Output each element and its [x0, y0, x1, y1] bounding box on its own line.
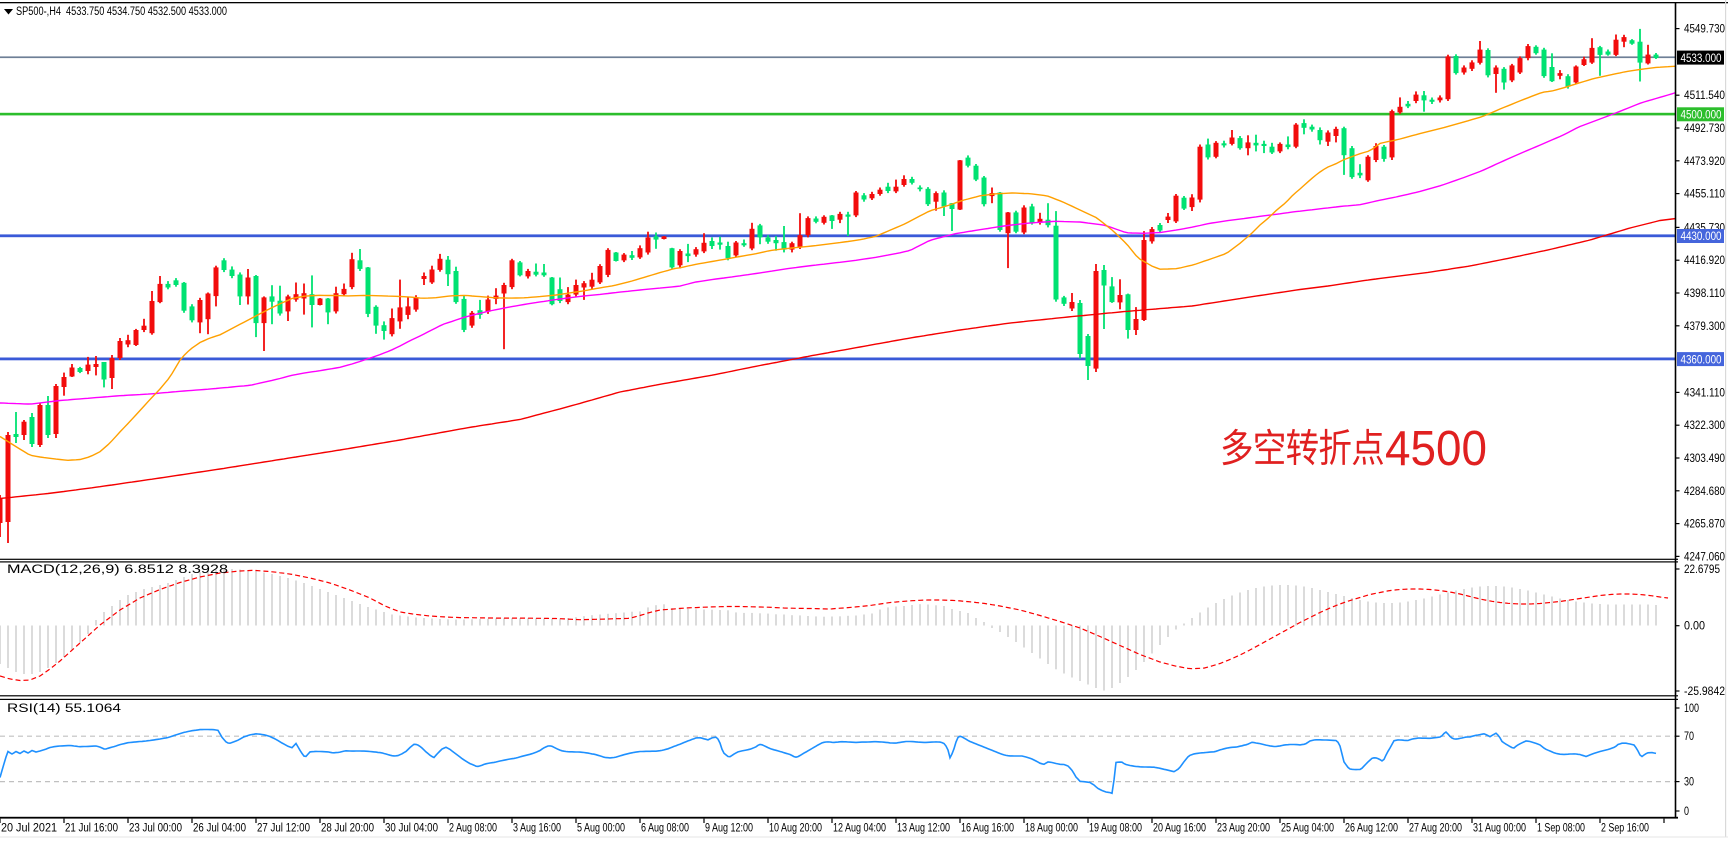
svg-text:-25.9842: -25.9842	[1684, 686, 1725, 698]
svg-text:2 Aug 08:00: 2 Aug 08:00	[449, 823, 497, 835]
svg-text:26 Jul 04:00: 26 Jul 04:00	[193, 823, 246, 835]
svg-text:10 Aug 20:00: 10 Aug 20:00	[769, 823, 822, 835]
svg-text:4416.920: 4416.920	[1684, 255, 1725, 267]
svg-text:23 Aug 20:00: 23 Aug 20:00	[1217, 823, 1270, 835]
svg-text:4303.490: 4303.490	[1684, 453, 1725, 465]
svg-text:30 Jul 04:00: 30 Jul 04:00	[385, 823, 438, 835]
svg-text:4430.000: 4430.000	[1681, 231, 1722, 243]
svg-text:6 Aug 08:00: 6 Aug 08:00	[641, 823, 689, 835]
svg-text:27 Aug 20:00: 27 Aug 20:00	[1409, 823, 1462, 835]
svg-text:4492.730: 4492.730	[1684, 123, 1725, 135]
svg-text:19 Aug 08:00: 19 Aug 08:00	[1089, 823, 1142, 835]
svg-text:3 Aug 16:00: 3 Aug 16:00	[513, 823, 561, 835]
svg-text:25 Aug 04:00: 25 Aug 04:00	[1281, 823, 1334, 835]
svg-text:0: 0	[1684, 806, 1689, 818]
svg-text:0.00: 0.00	[1684, 621, 1705, 633]
svg-text:20 Aug 16:00: 20 Aug 16:00	[1153, 823, 1206, 835]
svg-text:4360.000: 4360.000	[1681, 354, 1722, 366]
svg-text:4455.110: 4455.110	[1684, 189, 1725, 201]
svg-text:4511.540: 4511.540	[1684, 90, 1725, 102]
svg-text:4398.110: 4398.110	[1684, 288, 1725, 300]
svg-text:23 Jul 00:00: 23 Jul 00:00	[129, 823, 182, 835]
svg-text:4549.730: 4549.730	[1684, 24, 1725, 36]
svg-text:4500.000: 4500.000	[1681, 110, 1722, 122]
svg-text:4500: 4500	[1385, 422, 1487, 476]
svg-text:13 Aug 12:00: 13 Aug 12:00	[897, 823, 950, 835]
svg-text:100: 100	[1684, 703, 1699, 715]
svg-text:20 Jul 2021: 20 Jul 2021	[1, 823, 57, 835]
svg-text:4379.300: 4379.300	[1684, 321, 1725, 333]
svg-text:4533.000: 4533.000	[1681, 53, 1722, 65]
svg-text:SP500-,H4 4533.750 4534.750 4: SP500-,H4 4533.750 4534.750 4532.500 453…	[16, 6, 227, 18]
svg-text:4284.680: 4284.680	[1684, 486, 1725, 498]
svg-text:21 Jul 16:00: 21 Jul 16:00	[65, 823, 118, 835]
svg-text:22.6795: 22.6795	[1684, 564, 1720, 576]
svg-text:MACD(12,26,9) 6.8512 8.3928: MACD(12,26,9) 6.8512 8.3928	[7, 564, 228, 576]
svg-text:4473.920: 4473.920	[1684, 156, 1725, 168]
svg-text:70: 70	[1684, 731, 1694, 743]
svg-text:30: 30	[1684, 777, 1694, 789]
svg-text:4265.870: 4265.870	[1684, 519, 1725, 531]
svg-text:27 Jul 12:00: 27 Jul 12:00	[257, 823, 310, 835]
svg-text:4247.060: 4247.060	[1684, 551, 1725, 563]
svg-text:4322.300: 4322.300	[1684, 420, 1725, 432]
svg-text:1 Sep 08:00: 1 Sep 08:00	[1537, 823, 1585, 835]
svg-text:5 Aug 00:00: 5 Aug 00:00	[577, 823, 625, 835]
svg-text:9 Aug 12:00: 9 Aug 12:00	[705, 823, 753, 835]
svg-text:31 Aug 00:00: 31 Aug 00:00	[1473, 823, 1526, 835]
svg-text:2 Sep 16:00: 2 Sep 16:00	[1601, 823, 1649, 835]
svg-text:4341.110: 4341.110	[1684, 387, 1725, 399]
svg-text:RSI(14) 55.1064: RSI(14) 55.1064	[7, 703, 122, 715]
svg-text:18 Aug 00:00: 18 Aug 00:00	[1025, 823, 1078, 835]
svg-text:12 Aug 04:00: 12 Aug 04:00	[833, 823, 886, 835]
svg-text:26 Aug 12:00: 26 Aug 12:00	[1345, 823, 1398, 835]
svg-text:16 Aug 16:00: 16 Aug 16:00	[961, 823, 1014, 835]
svg-text:28 Jul 20:00: 28 Jul 20:00	[321, 823, 374, 835]
